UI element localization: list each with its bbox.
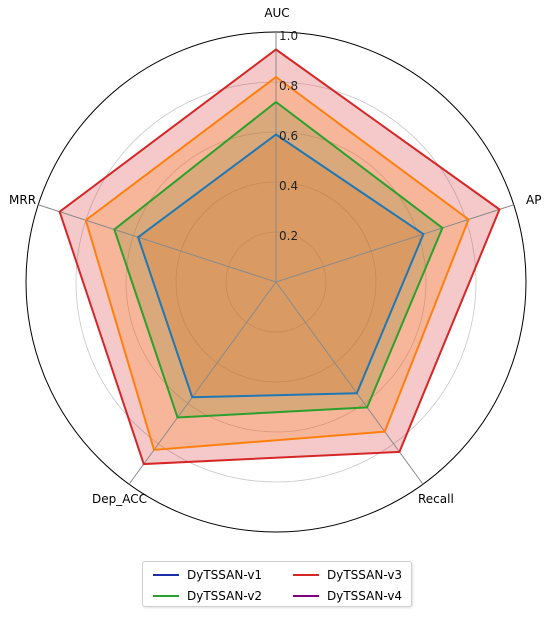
r-tick-label: 0.4 [279, 179, 298, 193]
series-fill-2 [114, 102, 443, 418]
category-label-recall: Recall [418, 492, 454, 506]
legend-item-v2: DyTSSAN-v2 [153, 585, 293, 606]
series-line-2 [113, 100, 444, 419]
category-label-dep-acc: Dep_ACC [92, 492, 147, 506]
series-lines [58, 48, 501, 466]
series-line-3 [58, 48, 501, 466]
legend-label-v3: DyTSSAN-v3 [327, 567, 403, 582]
series-fill-3 [59, 49, 500, 465]
axis-labels: 0.2 0.4 0.6 0.8 1.0 AUC AP Recall Dep_ACC MRR [9, 6, 541, 506]
spoke-recall [275, 281, 424, 485]
spoke-mrr [38, 204, 277, 283]
legend-swatch-v4 [293, 594, 319, 597]
legend: DyTSSAN-v1 DyTSSAN-v3 DyTSSAN-v2 DyTSSAN… [142, 561, 412, 607]
legend-item-v1: DyTSSAN-v1 [153, 564, 293, 585]
legend-swatch-v2 [153, 594, 179, 597]
legend-label-v2: DyTSSAN-v2 [187, 588, 263, 603]
r-tick-label: 0.8 [279, 79, 298, 93]
r-tick-label: 0.6 [279, 129, 298, 143]
spoke-ap [275, 204, 514, 283]
category-label-auc: AUC [264, 6, 289, 20]
legend-swatch-v1 [153, 573, 179, 576]
legend-swatch-v3 [293, 573, 319, 576]
series-line-4 [84, 75, 470, 451]
series-line-1 [136, 133, 425, 399]
legend-label-v4: DyTSSAN-v4 [327, 588, 403, 603]
r-tick-label: 1.0 [279, 29, 298, 43]
legend-item-v4: DyTSSAN-v4 [293, 585, 423, 606]
series-fill-1 [138, 134, 424, 398]
category-label-ap: AP [526, 193, 541, 207]
legend-item-v3: DyTSSAN-v3 [293, 564, 423, 585]
r-tick-label: 0.2 [279, 229, 298, 243]
category-label-mrr: MRR [9, 193, 36, 207]
radar-spokes [38, 32, 514, 485]
series-fills [59, 49, 500, 465]
legend-label-v1: DyTSSAN-v1 [187, 567, 263, 582]
